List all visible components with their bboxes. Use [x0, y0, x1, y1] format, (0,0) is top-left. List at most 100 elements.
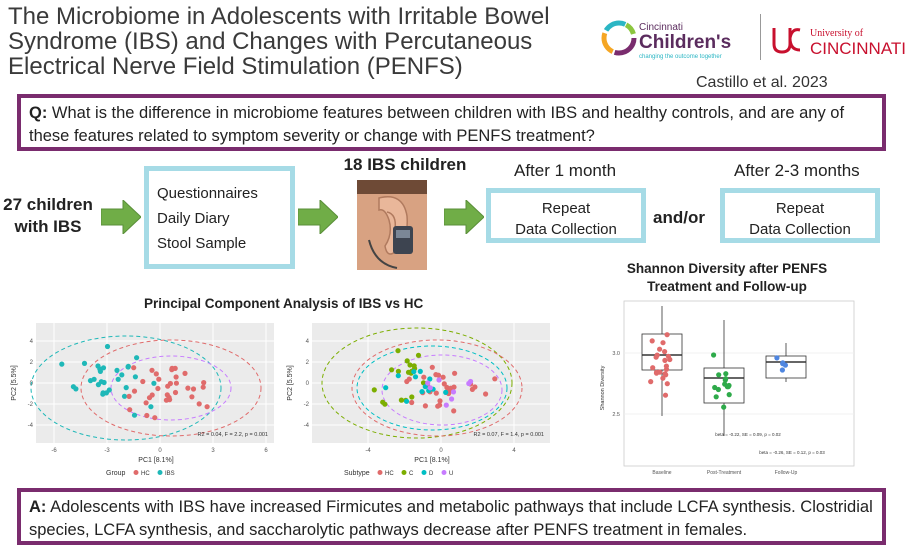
scatter-point [404, 398, 410, 404]
scatter-point [114, 367, 120, 373]
scatter-point [204, 404, 210, 410]
u-ellipse [381, 354, 503, 426]
scatter-point [407, 362, 413, 368]
scatter-point [119, 372, 125, 378]
scatter-point [412, 374, 419, 380]
poster-title: The Microbiome in Adolescents with Irrit… [8, 4, 568, 79]
scatter-point [201, 380, 207, 386]
scatter-point [409, 399, 415, 406]
y-tick: 3.0 [612, 351, 620, 357]
collection-item: Stool Sample [157, 235, 247, 252]
x-tick: -3 [104, 448, 110, 454]
y-tick: -2 [304, 402, 310, 408]
x-axis-label: PC1 [8.1%] [138, 457, 173, 464]
question-prefix: Q: [29, 104, 48, 122]
stat-annotation-1: beta = -0.22, SE = 0.09, p = 0.02 [715, 432, 781, 437]
scatter-point [196, 401, 202, 407]
scatter-point [664, 381, 670, 387]
scatter-point [654, 352, 660, 358]
scatter-point [712, 384, 718, 391]
pca-right-svg: -4 0 4 4 2 0 -2 -4 PC1 [8.1%] PC2 [5.5%]… [287, 323, 550, 477]
scatter-point [660, 340, 666, 346]
shannon-svg: 3.0 2.5 Shannon Diversity beta = -0.22, … [600, 300, 855, 476]
scatter-point [398, 397, 404, 403]
title-line-2: Syndrome (IBS) and Changes with Percutan… [8, 28, 533, 55]
answer-text: Adolescents with IBS have increased Firm… [29, 498, 873, 539]
cohort-line-2: with IBS [14, 217, 82, 236]
d-ellipse [356, 345, 508, 431]
title-line-3: Electrical Nerve Field Stimulation (PENF… [8, 53, 463, 80]
pca-plot-left: -6 -3 0 3 6 4 2 0 -2 -4 PC1 [8.1%] PC2 [… [6, 318, 278, 483]
legend-label: C [409, 471, 414, 477]
answer-box: A: Adolescents with IBS have increased F… [17, 488, 886, 545]
scatter-point [81, 360, 88, 366]
repeat-line-1: Repeat [541, 200, 591, 217]
scatter-point [106, 387, 112, 393]
legend-swatch-c [401, 470, 407, 475]
scatter-point [721, 404, 727, 410]
x-tick: -4 [365, 448, 371, 454]
scatter-point [406, 376, 412, 382]
scatter-point [483, 391, 489, 397]
scatter-point [662, 392, 669, 398]
scatter-point [774, 355, 780, 361]
scatter-point [121, 393, 128, 399]
scatter-point [726, 392, 732, 398]
scatter-point [441, 381, 447, 387]
logo-divider [760, 14, 761, 60]
legend-swatch-hc [133, 470, 139, 475]
scatter-point [148, 404, 154, 410]
scatter-point [182, 370, 188, 376]
scatter-point [144, 412, 150, 419]
x-tick: 6 [264, 448, 268, 454]
scatter-point [711, 352, 717, 358]
y-tick: -4 [304, 423, 310, 429]
scatter-point [650, 365, 656, 371]
question-box: Q: What is the difference in microbiome … [17, 94, 886, 151]
scatter-point [153, 371, 159, 377]
x-tick: 0 [439, 448, 443, 454]
repeat-line-2: Data Collection [749, 221, 851, 238]
hc-ellipse [351, 339, 523, 437]
grid-lines [312, 323, 550, 443]
cincinnati-childrens-logo: Cincinnati Children's changing the outco… [601, 20, 731, 60]
y-axis-label: PC2 [5.5%] [11, 365, 18, 400]
scatter-point [449, 396, 455, 402]
scatter-point [126, 393, 132, 399]
scatter-point [395, 348, 401, 354]
y-tick: 4 [306, 339, 310, 345]
scatter-point [443, 402, 449, 408]
childrens-swirl-icon [601, 20, 637, 56]
scatter-point [662, 349, 668, 355]
y-tick: 4 [30, 339, 34, 345]
title-line-1: The Microbiome in Adolescents with Irrit… [8, 3, 550, 30]
scatter-point [440, 374, 446, 380]
scatter-point [95, 363, 101, 369]
scatter-point [151, 380, 157, 386]
hc-ellipse [80, 339, 262, 437]
scatter-point [472, 384, 478, 390]
scatter-point [87, 378, 94, 384]
pca-plot-right: -4 0 4 4 2 0 -2 -4 PC1 [8.1%] PC2 [5.5%]… [282, 318, 554, 483]
scatter-point [452, 370, 458, 376]
scatter-point [100, 391, 106, 397]
scatter-point [468, 378, 474, 385]
after-2-3-months-label: After 2-3 months [734, 161, 860, 180]
scatter-point [425, 380, 431, 386]
scatter-point [664, 332, 670, 338]
ibs-ellipse [30, 335, 222, 441]
scatter-point [492, 376, 498, 382]
scatter-point [421, 374, 427, 380]
shannon-title-line-1: Shannon Diversity after PENFS [626, 261, 828, 276]
scatter-point [649, 338, 655, 344]
scatter-point [723, 376, 729, 382]
scatter-point [782, 362, 788, 368]
y-tick: 0 [30, 381, 34, 387]
arrow-right-icon [298, 200, 338, 234]
scatter-point [422, 403, 428, 409]
scatter-point [149, 367, 155, 373]
scatter-point [409, 394, 415, 400]
pca-title: Principal Component Analysis of IBS vs H… [144, 296, 424, 311]
scatter-point [149, 392, 155, 398]
and-or-label: and/or [653, 208, 705, 227]
